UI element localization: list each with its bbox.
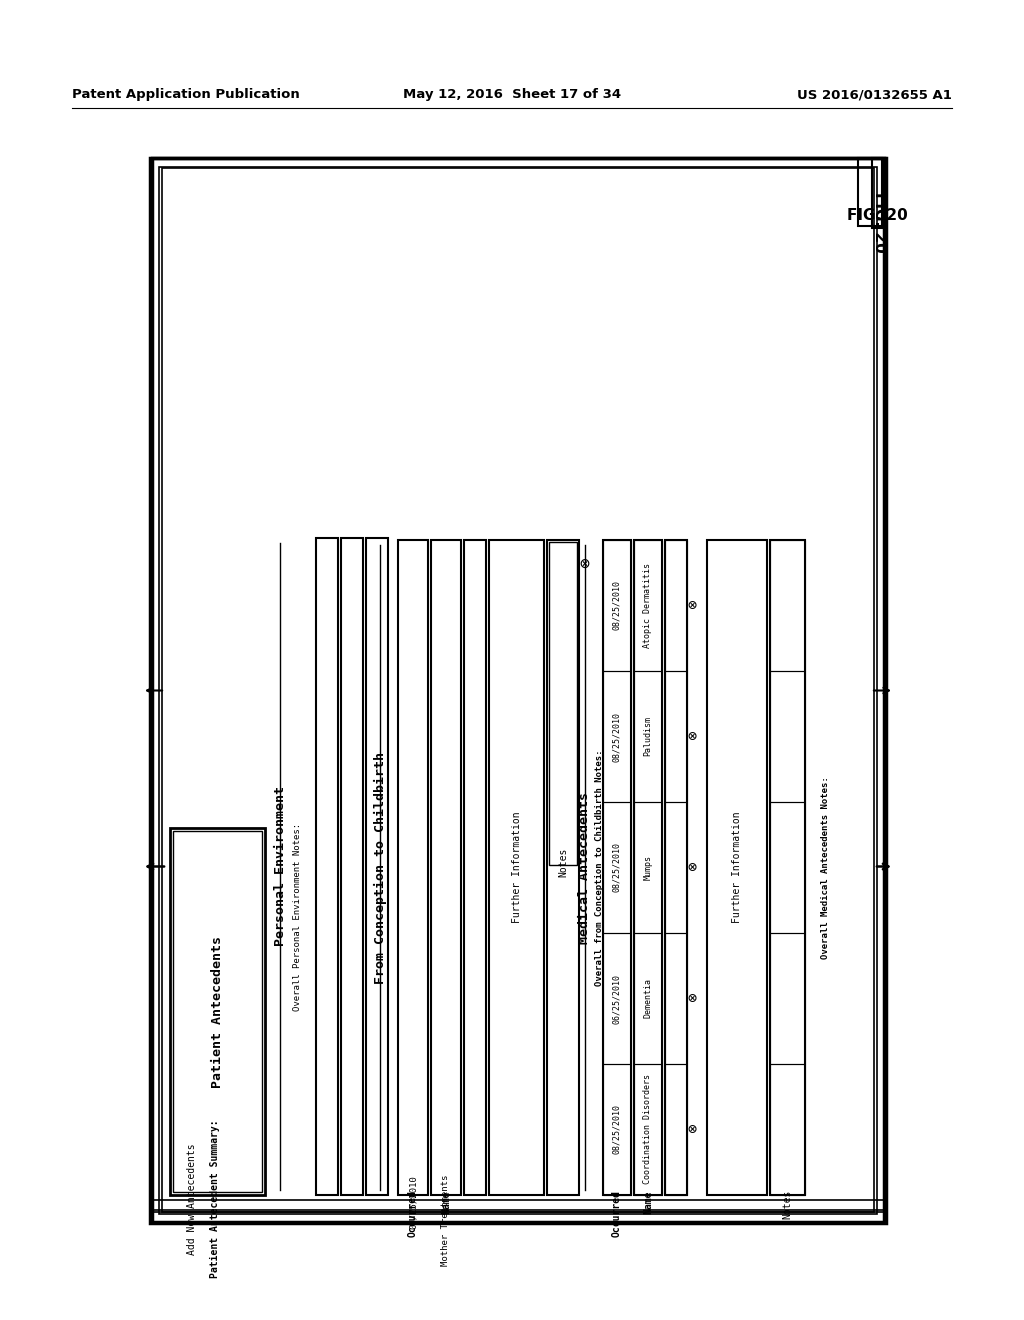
Text: Occurred: Occurred: [612, 1191, 622, 1237]
Bar: [665, 803, 687, 933]
Text: Medical Antecedents: Medical Antecedents: [579, 792, 592, 944]
Text: 08/25/2010: 08/25/2010: [612, 581, 622, 631]
Bar: [603, 1064, 631, 1195]
Bar: [431, 540, 461, 1195]
Bar: [665, 1064, 687, 1195]
Text: ⊗: ⊗: [687, 729, 696, 744]
Bar: [489, 540, 544, 1195]
Text: Notes: Notes: [558, 847, 568, 876]
Text: Overall Medical Antecedents Notes:: Overall Medical Antecedents Notes:: [820, 776, 829, 958]
Bar: [159, 168, 877, 1214]
Bar: [170, 828, 265, 1195]
Text: Dementia: Dementia: [643, 978, 652, 1019]
Bar: [770, 540, 805, 1195]
Bar: [547, 540, 579, 1195]
Bar: [464, 540, 486, 1195]
Text: ⊗: ⊗: [687, 991, 696, 1006]
Bar: [665, 540, 687, 671]
Text: 08/25/2010: 08/25/2010: [612, 1105, 622, 1155]
Text: Further Information: Further Information: [732, 812, 742, 923]
Text: Further Information: Further Information: [512, 812, 521, 923]
Bar: [872, 158, 882, 228]
Bar: [634, 540, 662, 1195]
Text: ⊗: ⊗: [579, 554, 589, 573]
Bar: [603, 933, 631, 1064]
Text: Patent Application Publication: Patent Application Publication: [72, 88, 300, 102]
Text: Notes: Notes: [782, 1191, 793, 1220]
Bar: [162, 168, 874, 1212]
Bar: [341, 539, 362, 1195]
Bar: [603, 540, 631, 671]
Text: Patient Antecedent Summary:: Patient Antecedent Summary:: [210, 1119, 220, 1278]
Text: May 12, 2016  Sheet 17 of 34: May 12, 2016 Sheet 17 of 34: [402, 88, 622, 102]
Bar: [634, 933, 662, 1064]
Text: 08/25/2010: 08/25/2010: [612, 711, 622, 762]
Bar: [549, 543, 577, 865]
Bar: [316, 539, 338, 1195]
Bar: [665, 540, 687, 1195]
Bar: [770, 933, 805, 1064]
Text: Name: Name: [643, 1191, 653, 1213]
Bar: [707, 540, 767, 1195]
Bar: [634, 671, 662, 803]
Bar: [152, 1212, 884, 1222]
Bar: [858, 158, 886, 226]
Text: ⊗: ⊗: [687, 1122, 696, 1137]
Text: Mother Treatments: Mother Treatments: [441, 1175, 451, 1266]
Text: US 2016/0132655 A1: US 2016/0132655 A1: [797, 88, 952, 102]
Bar: [770, 671, 805, 803]
Bar: [152, 158, 884, 1222]
Text: Name: Name: [441, 1191, 451, 1213]
Bar: [634, 540, 662, 671]
Text: From Conception to Childbirth: From Conception to Childbirth: [374, 751, 386, 983]
Text: Overall Personal Environment Notes:: Overall Personal Environment Notes:: [294, 822, 302, 1011]
Bar: [398, 540, 428, 1195]
Bar: [603, 540, 631, 1195]
Bar: [173, 832, 262, 1192]
Bar: [770, 803, 805, 933]
Text: FIG. 20: FIG. 20: [847, 209, 907, 223]
Bar: [634, 803, 662, 933]
Bar: [366, 539, 388, 1195]
Text: Personal Environment: Personal Environment: [273, 787, 287, 946]
Text: Add New Antecedents: Add New Antecedents: [187, 1143, 197, 1255]
Bar: [770, 540, 805, 671]
Text: 08/25/2010: 08/25/2010: [409, 1175, 418, 1229]
Text: Paludism: Paludism: [643, 717, 652, 756]
Text: Overall from Conception to Childbirth Notes:: Overall from Conception to Childbirth No…: [595, 750, 603, 986]
Bar: [770, 1064, 805, 1195]
Bar: [152, 1200, 884, 1210]
Text: Atopic Dermatitis: Atopic Dermatitis: [643, 564, 652, 648]
Bar: [603, 671, 631, 803]
Text: 08/25/2010: 08/25/2010: [612, 842, 622, 892]
Text: ⊗: ⊗: [687, 861, 696, 875]
Bar: [634, 1064, 662, 1195]
Bar: [665, 933, 687, 1064]
Text: Mumps: Mumps: [643, 855, 652, 880]
Bar: [665, 671, 687, 803]
Text: ⊗: ⊗: [687, 598, 696, 612]
Bar: [603, 803, 631, 933]
Text: FIG. 20: FIG. 20: [872, 191, 887, 252]
Text: Occurred: Occurred: [408, 1191, 418, 1237]
Text: 06/25/2010: 06/25/2010: [612, 974, 622, 1023]
Bar: [150, 158, 886, 1224]
Text: Patient Antecedents: Patient Antecedents: [211, 936, 224, 1088]
Text: Coordination Disorders: Coordination Disorders: [643, 1074, 652, 1184]
